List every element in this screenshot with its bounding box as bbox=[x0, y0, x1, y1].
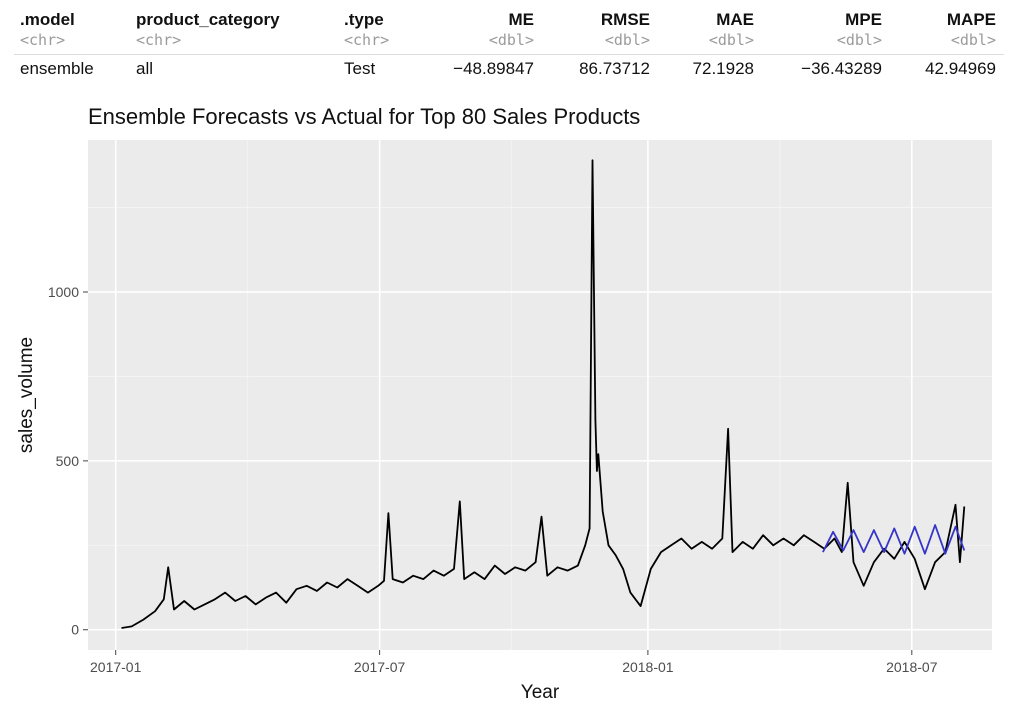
column-header: .type bbox=[344, 10, 384, 29]
column-header: MAE bbox=[716, 10, 754, 29]
axes: 0 500 1000 2017-01 2017-07 2018-01 2018-07 bbox=[48, 284, 938, 675]
column-type: <dbl> bbox=[488, 31, 534, 49]
line-chart: Ensemble Forecasts vs Actual for Top 80 … bbox=[0, 92, 1022, 708]
column-type: <dbl> bbox=[708, 31, 754, 49]
table-cell: ensemble bbox=[20, 59, 94, 78]
y-tick-label: 500 bbox=[56, 453, 80, 469]
metrics-table: .model <chr> product_category <chr> .type <ch… bbox=[14, 6, 1004, 79]
y-tick-label: 0 bbox=[71, 622, 79, 638]
x-axis-title: Year bbox=[521, 682, 560, 703]
column-header: RMSE bbox=[600, 10, 650, 29]
forecast-series-line bbox=[822, 524, 966, 555]
x-tick-label: 2018-07 bbox=[886, 659, 938, 675]
table-body: ensemble all Test −48.89847 86.73712 72.1928 −… bbox=[14, 55, 1004, 79]
table-cell: 42.94969 bbox=[925, 59, 996, 78]
table-cell: Test bbox=[344, 59, 376, 78]
column-header: ME bbox=[508, 10, 535, 29]
grid-lines bbox=[88, 140, 992, 650]
table-cell: 72.1928 bbox=[692, 59, 754, 78]
x-tick-label: 2017-07 bbox=[354, 659, 406, 675]
column-header: MPE bbox=[845, 10, 882, 29]
chart-svg: Ensemble Forecasts vs Actual for Top 80 … bbox=[16, 104, 992, 703]
column-header: MAPE bbox=[946, 10, 996, 29]
column-type: <chr> bbox=[344, 31, 390, 49]
table-cell: 86.73712 bbox=[579, 59, 650, 78]
column-header: .model bbox=[20, 10, 75, 29]
chart-title: Ensemble Forecasts vs Actual for Top 80 … bbox=[88, 104, 640, 129]
table-cell: all bbox=[136, 59, 154, 78]
column-type: <dbl> bbox=[950, 31, 996, 49]
plot-panel bbox=[88, 140, 992, 650]
x-tick-label: 2017-01 bbox=[90, 659, 142, 675]
table-row: ensemble all Test −48.89847 86.73712 72.1928 −… bbox=[14, 55, 1004, 79]
column-type: <chr> bbox=[136, 31, 182, 49]
x-tick-label: 2018-01 bbox=[622, 659, 674, 675]
table-cell: −36.43289 bbox=[801, 59, 882, 78]
column-type: <dbl> bbox=[604, 31, 650, 49]
series-lines bbox=[121, 159, 966, 629]
column-type: <dbl> bbox=[836, 31, 882, 49]
table-cell: −48.89847 bbox=[453, 59, 534, 78]
column-header: product_category bbox=[136, 10, 280, 29]
table-header-row: .model <chr> product_category <chr> .type <ch… bbox=[14, 6, 1004, 55]
column-type: <chr> bbox=[20, 31, 66, 49]
y-axis-title: sales_volume bbox=[16, 337, 37, 453]
y-tick-label: 1000 bbox=[48, 284, 79, 300]
